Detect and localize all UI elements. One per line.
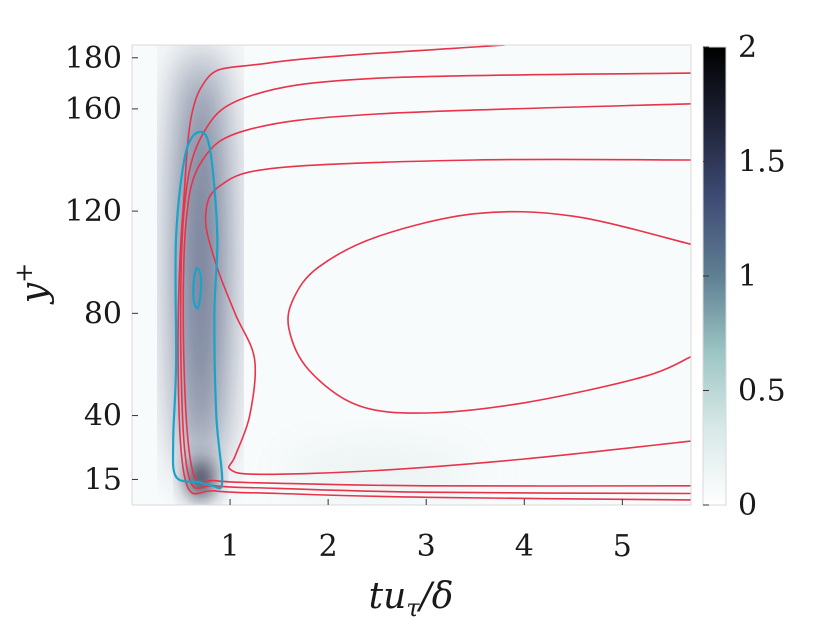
y-tick-label: 40 [84,399,122,434]
x-axis-ticks: 1 2 3 4 5 [221,499,632,564]
x-axis-label-sub: τ [406,594,420,622]
x-tick-label: 1 [221,529,240,564]
y-tick-label: 80 [84,296,122,331]
y-tick-label: 15 [84,462,122,497]
colorbar-tick-label: 0 [738,488,757,523]
y-axis-label-main: y [14,282,55,305]
x-axis-label-main: tu [369,576,407,617]
heatmap-blob [186,459,215,500]
y-tick-label: 180 [65,41,122,76]
x-axis-label: tuτ/δ [369,576,454,622]
x-axis-label-tail: /δ [417,576,454,617]
y-tick-label: 120 [65,194,122,229]
contour-line-red [204,158,691,476]
contour-lines [171,45,691,501]
y-axis-label: y+ [10,263,55,305]
y-tick-label: 160 [65,92,122,127]
colorbar-tick-label: 2 [738,30,757,65]
contour-line-cyan [192,266,203,310]
colorbar-tick-label: 1.5 [738,145,786,180]
plot-frame [131,44,692,506]
x-tick-label: 2 [319,529,338,564]
x-tick-label: 3 [417,529,436,564]
x-tick-label: 4 [515,529,534,564]
contour-line-cyan [171,130,224,490]
contour-line-red [182,103,691,487]
colorbar-tick-label: 0.5 [738,374,786,409]
contour-line-red [179,72,691,495]
y-axis-label-sup: + [10,263,38,283]
colorbar-tick-label: 1 [738,259,757,294]
x-tick-label: 5 [613,529,632,564]
colorbar-ticks: 0 0.5 1 1.5 2 [703,30,786,523]
contour-line-red [287,210,691,414]
plot-background [132,45,691,505]
y-axis-ticks: 15 40 80 120 160 180 [65,41,138,497]
contour-line-red [177,45,691,501]
